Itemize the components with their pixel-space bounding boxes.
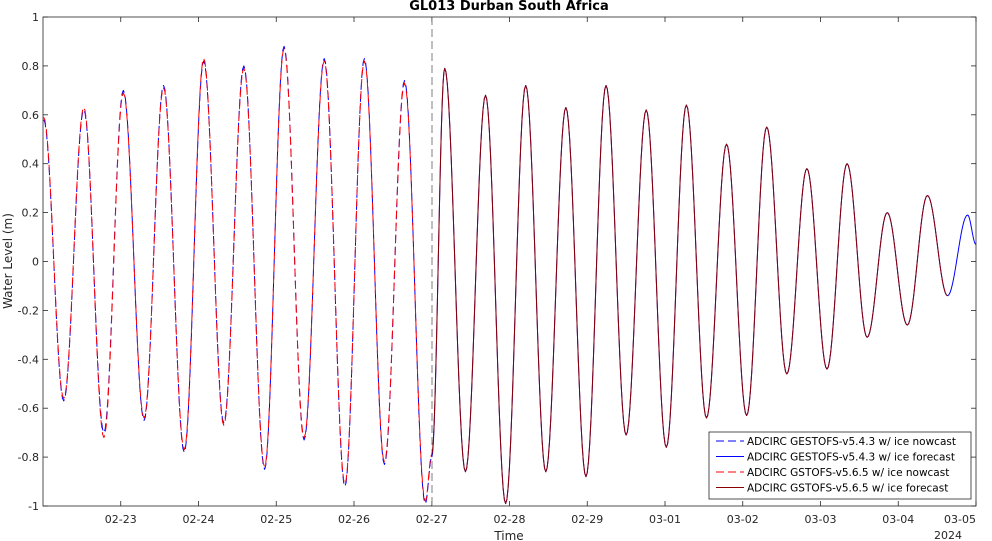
legend: ADCIRC GESTOFS-v5.4.3 w/ ice nowcast ADCI… [708, 431, 972, 500]
series-layer [43, 45, 977, 505]
y-tick-label: 1 [32, 11, 39, 24]
x-tick-label: 02-23 [105, 513, 137, 526]
x-axis-label: Time [493, 529, 523, 541]
y-tick-label: -1 [28, 500, 39, 513]
x-tick-label: 02-26 [338, 513, 370, 526]
legend-label-3: ADCIRC GSTOFS-v5.6.5 w/ ice nowcast [747, 467, 949, 479]
x-tick-label: 03-02 [727, 513, 759, 526]
x-tick-label: 02-25 [260, 513, 292, 526]
x-tick-label: 02-27 [416, 513, 448, 526]
plot-background [43, 17, 976, 506]
x-axis: 02-23 02-24 02-25 02-26 02-27 02-28 02-29 03-01… [105, 17, 977, 526]
x-year-label: 2024 [934, 529, 962, 541]
x-tick-label: 03-01 [649, 513, 681, 526]
legend-label-1: ADCIRC GESTOFS-v5.4.3 w/ ice nowcast [747, 436, 956, 448]
y-tick-label: -0.2 [18, 304, 39, 317]
y-tick-label: -0.6 [18, 402, 39, 415]
x-tick-label: 03-04 [882, 513, 914, 526]
y-axis-label: Water Level (m) [1, 213, 15, 309]
y-tick-label: -0.8 [18, 451, 39, 464]
x-tick-label: 03-05 [944, 513, 976, 526]
y-axis: -1 -0.8 -0.6 -0.4 -0.2 0 0.2 0.4 0.6 0.8 1 [18, 11, 976, 513]
legend-label-4: ADCIRC GSTOFS-v5.6.5 w/ ice forecast [747, 483, 948, 495]
y-tick-label: 0 [32, 256, 39, 269]
x-tick-label: 02-24 [183, 513, 215, 526]
legend-label-2: ADCIRC GESTOFS-v5.4.3 w/ ice forecast [747, 452, 955, 464]
x-tick-label: 02-29 [571, 513, 603, 526]
x-tick-label: 03-03 [805, 513, 837, 526]
plot-frame [42, 16, 977, 507]
x-tick-label: 02-28 [494, 513, 526, 526]
legend-box [708, 431, 972, 500]
series-line-4 [431, 67, 948, 505]
chart-title: GL013 Durban South Africa [409, 0, 609, 14]
y-tick-label: 0.4 [22, 158, 40, 171]
y-tick-label: 0.2 [22, 207, 40, 220]
y-tick-label: 0.6 [22, 109, 40, 122]
series-line-3 [43, 48, 433, 502]
y-tick-label: 0.8 [22, 60, 40, 73]
y-tick-label: -0.4 [18, 353, 39, 366]
